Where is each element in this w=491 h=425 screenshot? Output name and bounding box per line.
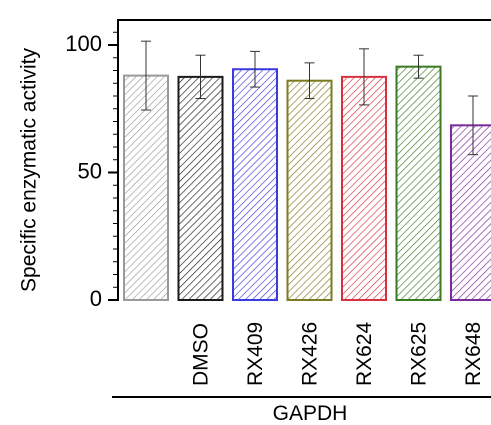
bar-rx624	[341, 75, 387, 301]
y-tick-label: 50	[78, 158, 102, 183]
x-tick-label: RX625	[408, 322, 431, 386]
bar-rx625	[395, 65, 442, 301]
x-tick-label: RX624	[353, 321, 376, 386]
bar-dmso	[177, 75, 224, 301]
y-tick-label: 100	[65, 31, 102, 56]
bar-rx409	[232, 68, 278, 301]
x-tick-label: RX426	[299, 322, 322, 386]
bar-control	[123, 74, 169, 301]
y-tick-label: 0	[90, 286, 102, 311]
x-tick-label: RX648	[462, 322, 485, 386]
bar-rx426	[286, 79, 333, 301]
x-tick-label: RX409	[244, 322, 267, 386]
group-label: GAPDH	[273, 402, 348, 425]
y-axis-label: Specific enzymatic activity	[18, 48, 41, 292]
bar-rx648	[450, 124, 491, 301]
x-tick-label: DMSO	[190, 323, 213, 386]
